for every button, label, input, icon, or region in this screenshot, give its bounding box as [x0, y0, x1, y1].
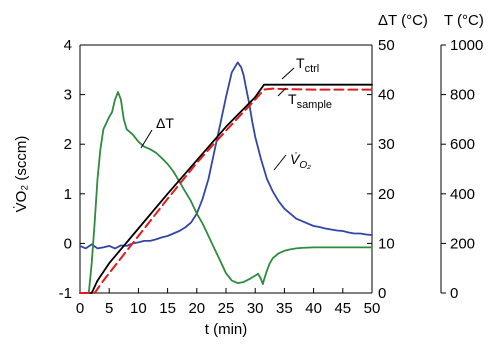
x-tick-label: 0 — [76, 300, 84, 317]
t-tick-label: 800 — [450, 87, 475, 104]
t-tick-label: 400 — [450, 186, 475, 203]
x-axis-title: t (min) — [205, 321, 248, 338]
x-tick-label: 20 — [188, 300, 205, 317]
axis-titles: t (min) ΔT (°C) T (°C) V̇O₂ (sccm) — [13, 12, 484, 338]
tctrl-annotation-main: T — [296, 55, 305, 71]
dt-tick-label: 20 — [378, 186, 395, 203]
dt-tick-label: 40 — [378, 87, 395, 104]
tctrl-annotation-leader — [281, 67, 295, 80]
dt-annotation-leader — [140, 129, 153, 149]
vo2-tick-label: 4 — [64, 37, 72, 54]
vo2-annotation-sub: O₂ — [299, 160, 311, 171]
vo2-tick-label: 0 — [64, 235, 72, 252]
tsample-annotation-leader — [277, 87, 287, 97]
series-line-v-o- — [79, 61, 373, 250]
x-tick-label: 15 — [159, 300, 176, 317]
x-tick-label: 30 — [247, 300, 264, 317]
vo2-annotation: V̇O₂ — [290, 151, 311, 171]
t-tick-label: 1000 — [450, 37, 483, 54]
tctrl-annotation-sub: ctrl — [305, 63, 320, 75]
t-tick-label: 200 — [450, 235, 475, 252]
x-tick-label: 45 — [334, 300, 351, 317]
tctrl-annotation: Tctrl — [296, 55, 319, 75]
x-tick-label: 40 — [305, 300, 322, 317]
dt-tick-label: 50 — [378, 37, 395, 54]
t-axis-title: T (°C) — [444, 12, 484, 29]
dt-tick-label: 30 — [378, 136, 395, 153]
annotations: ΔT Tctrl Tsample V̇O₂ — [140, 55, 332, 171]
x-tick-label: 25 — [218, 300, 235, 317]
vo2-annotation-leader — [273, 154, 287, 171]
x-tick-label: 10 — [130, 300, 147, 317]
tsample-annotation-main: T — [288, 91, 297, 107]
series-group — [79, 61, 373, 294]
dt-annotation: ΔT — [156, 115, 174, 131]
series-line-t-sample — [79, 87, 373, 294]
x-tick-label: 35 — [276, 300, 293, 317]
x-tick-label: 50 — [364, 300, 381, 317]
x-tick-label: 5 — [105, 300, 113, 317]
vo2-tick-label: -1 — [59, 285, 72, 302]
dt-tick-label: 10 — [378, 235, 395, 252]
dt-axis-title: ΔT (°C) — [378, 12, 428, 29]
vo2-tick-label: 2 — [64, 136, 72, 153]
t-tick-label: 0 — [450, 285, 458, 302]
series-line--t — [79, 91, 373, 294]
vo2-tick-label: 1 — [64, 186, 72, 203]
t-tick-label: 600 — [450, 136, 475, 153]
axis-ticks: 0 5 10 15 20 25 30 35 40 45 50-1012340102030405002… — [59, 37, 484, 317]
tsample-annotation-sub: sample — [297, 99, 332, 111]
tsample-annotation: Tsample — [288, 91, 332, 111]
vo2-annotation-main: V̇ — [290, 151, 301, 167]
dt-tick-label: 0 — [378, 285, 386, 302]
plot-frame — [79, 44, 442, 294]
series-line-t-ctrl — [79, 83, 373, 294]
vo2-tick-label: 3 — [64, 87, 72, 104]
vo2-axis-title: V̇O₂ (sccm) — [13, 136, 30, 213]
